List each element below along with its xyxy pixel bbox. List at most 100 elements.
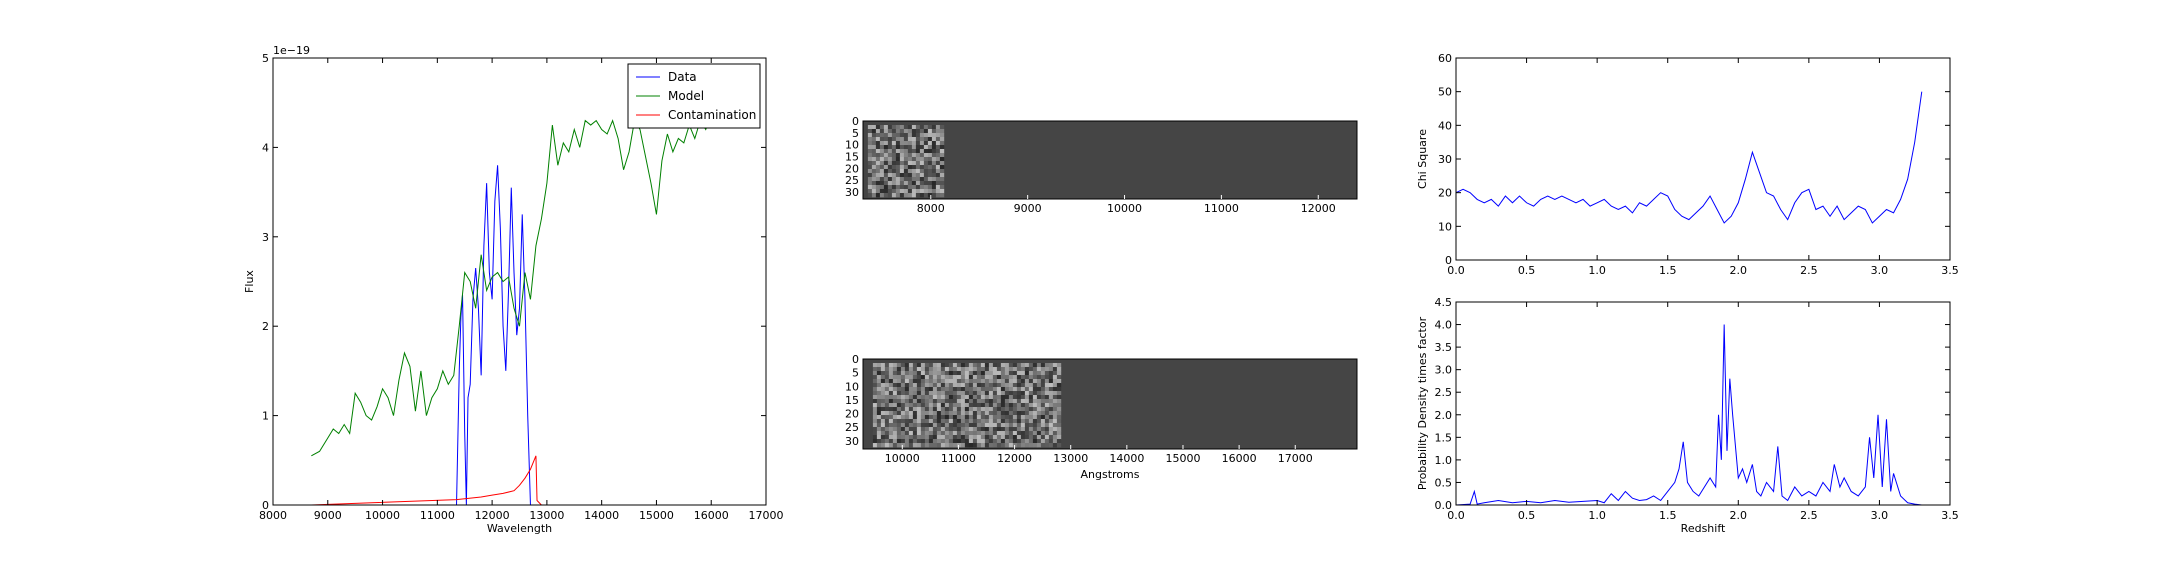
legend-label-data: Data [668,70,697,84]
x-tick-label: 17000 [749,509,784,522]
y-tick-label: 30 [845,186,859,199]
y-axis-label: Flux [243,270,256,293]
y-tick-label: 3.5 [1435,341,1453,354]
x-tick-label: 14000 [1109,452,1144,465]
x-tick-label: 0.5 [1518,509,1536,522]
x-tick-label: 1.5 [1659,509,1677,522]
x-tick-label: 9000 [314,509,342,522]
spectrum-panel: 8000 9000 10000 11000 12000 13000 14000 15000 16… [243,44,784,535]
y-tick-label: 40 [1438,119,1452,132]
y-tick-label: 50 [1438,86,1452,99]
series-line-chi-square-0 [1456,91,1923,224]
x-axis-label: Angstroms [1081,468,1140,481]
y-tick-label: 0 [852,115,859,128]
x-tick-label: 3.0 [1871,264,1889,277]
x-tick-label: 14000 [584,509,619,522]
y-tick-label: 10 [1438,220,1452,233]
spectrum-image-noise [867,125,945,198]
x-tick-label: 16000 [1222,452,1257,465]
x-tick-label: 9000 [1014,202,1042,215]
spectrum-image-bottom-panel: 10000 11000 12000 13000 14000 15000 16000 17000… [845,353,1358,481]
y-tick-label: 0.0 [1435,499,1453,512]
spectrum-image-background [863,121,1357,199]
x-tick-label: 13000 [1053,452,1088,465]
y-tick-label: 1.0 [1435,454,1453,467]
x-tick-label: 1.0 [1588,509,1606,522]
spectrum-image-frame [862,120,1358,200]
y-axis-label: Probability Density times factor [1416,316,1429,490]
x-tick-label: 10000 [885,452,920,465]
spectrum-image-noise [872,363,1062,448]
y-tick-label: 20 [845,408,859,421]
legend-label-contamination: Contamination [668,108,756,122]
series-line-model [311,110,729,457]
y-tick-label: 4.5 [1435,296,1453,309]
x-tick-label: 16000 [694,509,729,522]
plot-frame [1455,301,1951,506]
y-tick-label: 3.0 [1435,364,1453,377]
x-tick-label: 17000 [1278,452,1313,465]
chi-square-panel: 0.0 0.5 1.0 1.5 2.0 2.5 3.0 3.5 0 10 20 30 40 50 60 Chi… [1416,52,1959,277]
series-line-data [311,165,728,505]
x-tick-label: 15000 [639,509,674,522]
y-tick-label: 5 [262,52,269,65]
x-tick-label: 3.5 [1941,509,1959,522]
x-tick-label: 10000 [365,509,400,522]
x-tick-label: 15000 [1165,452,1200,465]
y-tick-label: 25 [845,174,859,187]
y-tick-label: 20 [845,162,859,175]
y-tick-label: 4.0 [1435,319,1453,332]
x-tick-label: 11000 [1204,202,1239,215]
x-tick-label: 12000 [997,452,1032,465]
legend-label-model: Model [668,89,704,103]
y-tick-label: 15 [845,394,859,407]
plot-frame [272,57,767,506]
y-tick-label: 0.5 [1435,476,1453,489]
y-offset-label: 1e−19 [273,44,310,57]
y-tick-label: 15 [845,150,859,163]
x-tick-label: 1.0 [1588,264,1606,277]
y-tick-label: 60 [1438,52,1452,65]
x-tick-label: 2.0 [1730,509,1748,522]
x-tick-label: 11000 [420,509,455,522]
x-axis-label: Redshift [1681,522,1726,535]
y-tick-label: 20 [1438,187,1452,200]
y-tick-label: 0 [852,353,859,366]
x-tick-label: 12000 [1301,202,1336,215]
legend: Data Model Contamination [627,63,761,129]
x-tick-label: 2.5 [1800,509,1818,522]
y-tick-label: 2.5 [1435,386,1453,399]
x-tick-label: 0.0 [1447,264,1465,277]
y-axis-label: Chi Square [1416,129,1429,189]
x-tick-label: 3.5 [1941,264,1959,277]
y-tick-label: 30 [845,435,859,448]
x-tick-label: 1.5 [1659,264,1677,277]
plot-frame [1455,57,1951,261]
spectrum-image-frame [862,358,1358,450]
probability-panel: 0.0 0.5 1.0 1.5 2.0 2.5 3.0 3.5 0.0 0.5 1.0 1.5 2.0 2… [1416,296,1959,535]
y-tick-label: 10 [845,139,859,152]
y-tick-label: 30 [1438,153,1452,166]
y-tick-label: 5 [852,127,859,140]
y-tick-label: 0 [262,499,269,512]
x-tick-label: 3.0 [1871,509,1889,522]
y-tick-label: 2 [262,320,269,333]
x-tick-label: 11000 [941,452,976,465]
y-tick-label: 1.5 [1435,431,1453,444]
series-line-contamination [311,455,728,505]
x-tick-label: 2.5 [1800,264,1818,277]
x-tick-label: 12000 [475,509,510,522]
x-axis-label: Wavelength [487,522,552,535]
series-line-probability-0 [1456,324,1922,505]
y-tick-label: 3 [262,231,269,244]
y-tick-label: 4 [262,141,269,154]
x-tick-label: 0.5 [1518,264,1536,277]
x-tick-label: 0.0 [1447,509,1465,522]
y-tick-label: 25 [845,421,859,434]
x-tick-label: 13000 [529,509,564,522]
x-tick-label: 8000 [917,202,945,215]
y-tick-label: 0 [1445,254,1452,267]
y-tick-label: 5 [852,367,859,380]
